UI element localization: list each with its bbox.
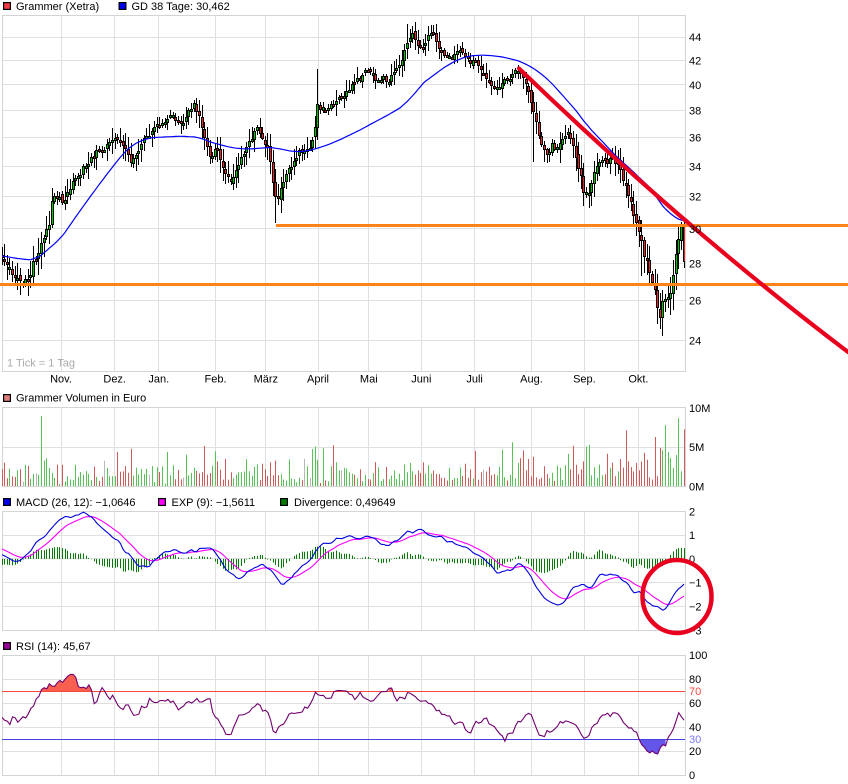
svg-text:30: 30 xyxy=(689,734,701,746)
svg-text:März: März xyxy=(254,373,278,385)
svg-text:Feb.: Feb. xyxy=(204,373,226,385)
svg-text:36: 36 xyxy=(689,133,701,145)
svg-text:1: 1 xyxy=(689,530,695,542)
svg-text:28: 28 xyxy=(689,259,701,271)
svg-text:42: 42 xyxy=(689,55,701,67)
svg-text:Juni: Juni xyxy=(411,373,431,385)
svg-text:Dez.: Dez. xyxy=(103,373,126,385)
svg-text:Nov.: Nov. xyxy=(50,373,72,385)
svg-text:30: 30 xyxy=(689,224,701,236)
svg-text:RSI (14): 45,67: RSI (14): 45,67 xyxy=(16,641,91,653)
svg-text:26: 26 xyxy=(689,296,701,308)
svg-text:0: 0 xyxy=(689,554,695,566)
svg-text:0: 0 xyxy=(689,770,695,782)
svg-text:Okt.: Okt. xyxy=(628,373,648,385)
svg-text:Jan.: Jan. xyxy=(148,373,169,385)
svg-text:32: 32 xyxy=(689,192,701,204)
svg-text:34: 34 xyxy=(689,161,701,173)
svg-text:100: 100 xyxy=(689,650,707,662)
svg-text:80: 80 xyxy=(689,674,701,686)
svg-text:2: 2 xyxy=(689,506,695,518)
svg-text:Aug.: Aug. xyxy=(520,373,543,385)
svg-text:MACD (26, 12): −1,0646: MACD (26, 12): −1,0646 xyxy=(16,497,136,509)
svg-text:38: 38 xyxy=(689,106,701,118)
svg-text:−1: −1 xyxy=(689,578,702,590)
svg-text:Grammer Volumen in Euro: Grammer Volumen in Euro xyxy=(16,393,146,405)
svg-text:Divergence: 0,49649: Divergence: 0,49649 xyxy=(294,497,396,509)
svg-text:Juli: Juli xyxy=(466,373,483,385)
svg-text:Mai: Mai xyxy=(360,373,378,385)
svg-text:Grammer (Xetra): Grammer (Xetra) xyxy=(16,1,99,13)
svg-text:40: 40 xyxy=(689,80,701,92)
svg-text:GD 38 Tage: 30,462: GD 38 Tage: 30,462 xyxy=(132,1,230,13)
svg-text:0M: 0M xyxy=(689,482,704,494)
svg-text:April: April xyxy=(307,373,329,385)
svg-text:Sep.: Sep. xyxy=(573,373,596,385)
svg-text:24: 24 xyxy=(689,336,701,348)
svg-text:EXP (9): −1,5611: EXP (9): −1,5611 xyxy=(172,497,256,509)
svg-text:40: 40 xyxy=(689,722,701,734)
svg-text:1 Tick = 1 Tag: 1 Tick = 1 Tag xyxy=(7,358,75,370)
svg-text:60: 60 xyxy=(689,698,701,710)
svg-text:10M: 10M xyxy=(689,403,710,415)
svg-text:44: 44 xyxy=(689,32,701,44)
svg-text:70: 70 xyxy=(689,686,701,698)
svg-text:20: 20 xyxy=(689,746,701,758)
svg-text:−2: −2 xyxy=(689,602,702,614)
svg-text:5M: 5M xyxy=(689,442,704,454)
